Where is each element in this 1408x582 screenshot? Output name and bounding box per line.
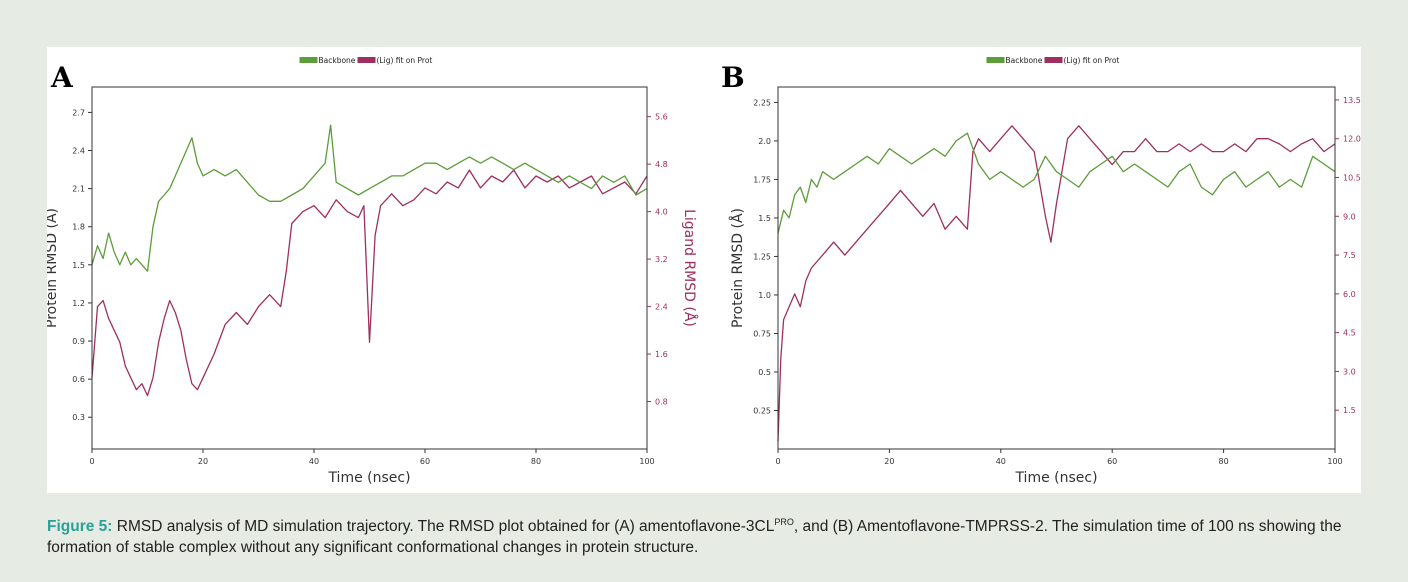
- y-tick-label: 2.7: [72, 108, 85, 117]
- x-tick-label: 20: [198, 457, 208, 466]
- y-tick-label: 1.0: [758, 291, 771, 300]
- legend-swatch-ligand: [1044, 57, 1063, 63]
- y-right-tick-label: 1.5: [1343, 406, 1356, 415]
- caption-text-part1: RMSD analysis of MD simulation trajector…: [112, 518, 775, 536]
- x-axis-label: Time (nsec): [327, 470, 410, 486]
- y-tick-label: 1.75: [753, 175, 771, 184]
- figure-caption: Figure 5: RMSD analysis of MD simulation…: [47, 512, 1361, 558]
- x-tick-label: 40: [309, 457, 319, 466]
- legend-label-backbone: Backbone: [319, 56, 356, 65]
- y-tick-label: 1.8: [72, 223, 85, 232]
- y-right-tick-label: 2.4: [655, 303, 668, 312]
- y-right-tick-label: 13.5: [1343, 96, 1361, 105]
- y-right-tick-label: 3.0: [1343, 367, 1356, 376]
- x-tick-label: 0: [89, 457, 94, 466]
- y-tick-label: 1.25: [753, 252, 771, 261]
- panel-label: A: [50, 61, 74, 94]
- y-right-tick-label: 4.0: [655, 208, 668, 217]
- x-tick-label: 0: [775, 457, 780, 466]
- y-tick-label: 0.75: [753, 329, 771, 338]
- series-line-backbone: [91, 124, 648, 272]
- y-tick-label: 0.3: [72, 413, 85, 422]
- series-line-backbone: [777, 132, 1336, 234]
- y-right-tick-label: 7.5: [1343, 251, 1356, 260]
- legend-swatch-backbone: [986, 57, 1005, 63]
- figure-area: A Backbone (Lig) fit on Prot 0 20 40 60 80 100 0.…: [47, 47, 1361, 493]
- legend-swatch-backbone: [299, 57, 318, 63]
- panel-label: B: [721, 61, 745, 94]
- y-tick-label: 0.5: [758, 368, 771, 377]
- y-right-tick-label: 12.0: [1343, 135, 1361, 144]
- y-tick-label: 0.9: [72, 337, 85, 346]
- y-right-axis-label: Ligand RMSD (Å): [681, 209, 698, 327]
- y-right-tick-label: 4.5: [1343, 329, 1356, 338]
- y-tick-label: 2.0: [758, 137, 771, 146]
- y-right-tick-label: 3.2: [655, 255, 668, 264]
- y-tick-label: 0.25: [753, 406, 771, 415]
- y-tick-label: 2.25: [753, 98, 771, 107]
- chart-panel-a: A Backbone (Lig) fit on Prot 0 20 40 60 80 100 0.…: [47, 56, 698, 486]
- legend-swatch-ligand: [357, 57, 376, 63]
- y-right-tick-label: 6.0: [1343, 290, 1356, 299]
- y-tick-label: 1.5: [758, 214, 771, 223]
- series-line-ligand: [777, 125, 1336, 442]
- y-right-tick-label: 4.8: [655, 160, 668, 169]
- y-right-tick-label: 9.0: [1343, 212, 1356, 221]
- x-tick-label: 60: [420, 457, 430, 466]
- chart-legend: Backbone (Lig) fit on Prot: [299, 56, 433, 65]
- y-tick-label: 1.2: [72, 299, 85, 308]
- x-tick-label: 60: [1107, 457, 1117, 466]
- y-axis-label: Protein RMSD (Å): [729, 208, 746, 328]
- legend-label-backbone: Backbone: [1006, 56, 1043, 65]
- y-tick-label: 2.1: [72, 185, 85, 194]
- y-axis-label: Protein RMSD (Å): [47, 208, 60, 328]
- caption-superscript: PRO: [774, 517, 794, 527]
- caption-label: Figure 5:: [47, 518, 113, 536]
- caption-text-part2: , and (B) Amentoflavone-TMPRSS-2. The si…: [47, 518, 1342, 557]
- x-tick-label: 100: [1327, 457, 1342, 466]
- x-tick-label: 20: [884, 457, 894, 466]
- x-tick-label: 100: [639, 457, 654, 466]
- legend-label-ligand: (Lig) fit on Prot: [377, 56, 433, 65]
- legend-label-ligand: (Lig) fit on Prot: [1064, 56, 1120, 65]
- y-tick-label: 0.6: [72, 375, 85, 384]
- x-tick-label: 80: [531, 457, 541, 466]
- x-tick-label: 40: [996, 457, 1006, 466]
- y-right-tick-label: 10.5: [1343, 174, 1361, 183]
- y-right-tick-label: 5.6: [655, 113, 668, 122]
- plot-frame: [91, 86, 648, 450]
- y-tick-label: 2.4: [72, 147, 85, 156]
- y-right-tick-label: 1.6: [655, 350, 668, 359]
- chart-legend: Backbone (Lig) fit on Prot: [986, 56, 1120, 65]
- plot-frame: [777, 86, 1336, 450]
- series-line-ligand: [91, 169, 648, 397]
- x-tick-label: 80: [1219, 457, 1229, 466]
- x-axis-label: Time (nsec): [1014, 470, 1097, 486]
- y-right-tick-label: 0.8: [655, 398, 668, 407]
- y-tick-label: 1.5: [72, 261, 85, 270]
- chart-panel-b: B Backbone (Lig) fit on Prot 0 20 40 60 80 100 0.…: [721, 56, 1361, 486]
